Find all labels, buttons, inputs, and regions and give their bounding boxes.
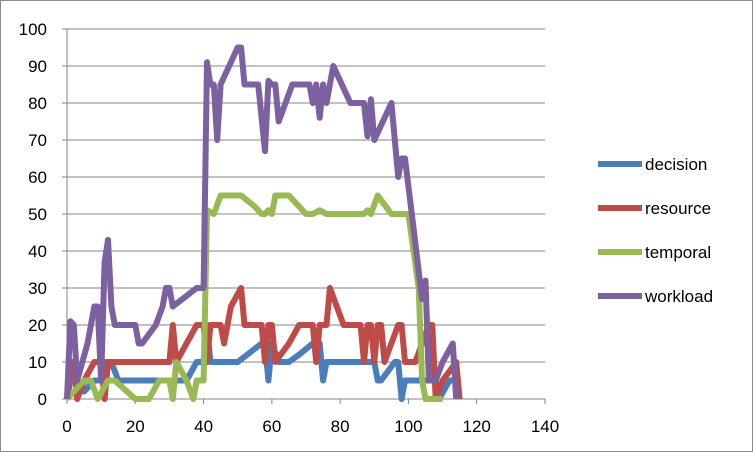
x-tick-labels: 0 20 40 60 80 100 120 140 bbox=[62, 417, 559, 436]
legend-label-decision: decision bbox=[645, 155, 707, 174]
y-tick-label: 60 bbox=[28, 168, 47, 187]
x-tick-label: 20 bbox=[126, 417, 145, 436]
x-tick-label: 100 bbox=[394, 417, 422, 436]
legend: decision resource temporal workload bbox=[598, 155, 713, 306]
y-tick-label: 0 bbox=[38, 390, 47, 409]
y-tick-label: 20 bbox=[28, 316, 47, 335]
x-tick-label: 80 bbox=[331, 417, 350, 436]
y-tick-label: 100 bbox=[19, 20, 47, 39]
gridlines bbox=[67, 28, 545, 363]
y-tick-label: 80 bbox=[28, 94, 47, 113]
y-tick-label: 30 bbox=[28, 279, 47, 298]
series-line-temporal bbox=[64, 192, 443, 402]
x-tick-label: 140 bbox=[531, 417, 559, 436]
y-tick-label: 40 bbox=[28, 242, 47, 261]
plot-area bbox=[64, 44, 463, 402]
y-tick-label: 70 bbox=[28, 131, 47, 150]
y-tick-label: 90 bbox=[28, 57, 47, 76]
x-tick-label: 120 bbox=[463, 417, 491, 436]
y-tick-label: 50 bbox=[28, 205, 47, 224]
y-tick-labels: 0 10 20 30 40 50 60 70 80 90 100 bbox=[19, 20, 47, 409]
legend-label-temporal: temporal bbox=[645, 243, 711, 262]
series-line-resource bbox=[64, 285, 463, 402]
legend-label-workload: workload bbox=[644, 287, 713, 306]
series-line-workload bbox=[64, 44, 460, 400]
x-tick-label: 40 bbox=[194, 417, 213, 436]
x-tick-label: 0 bbox=[62, 417, 71, 436]
y-tick-label: 10 bbox=[28, 353, 47, 372]
x-tick-label: 60 bbox=[262, 417, 281, 436]
legend-label-resource: resource bbox=[645, 199, 711, 218]
